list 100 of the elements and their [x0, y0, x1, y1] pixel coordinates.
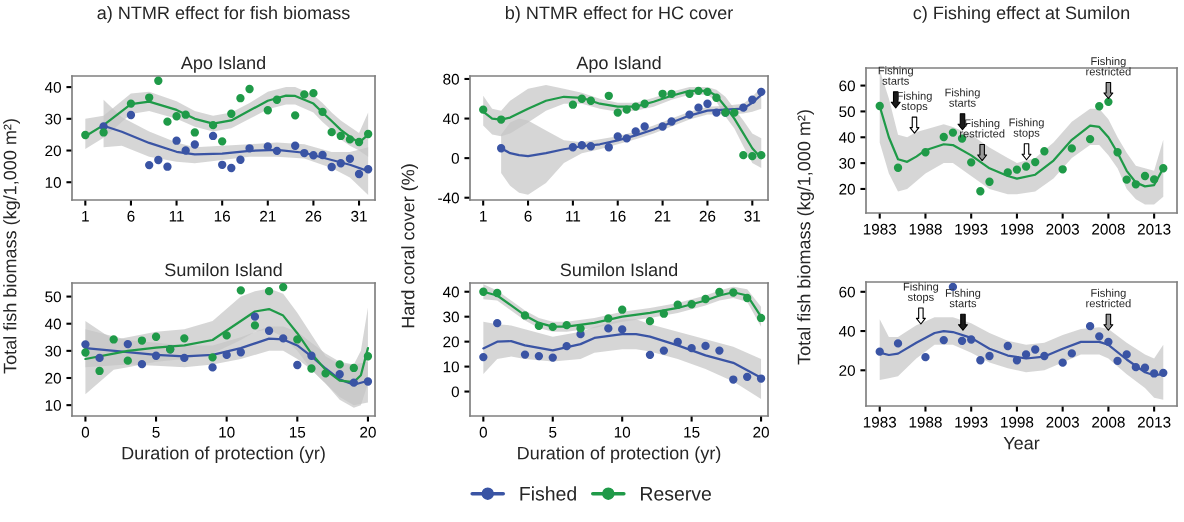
point — [293, 335, 302, 344]
point — [622, 134, 631, 143]
y-axis-title: Total fish biomass (kg/1,000 m²) — [797, 110, 814, 365]
point — [1085, 134, 1095, 144]
x-tick-label: 1998 — [1001, 223, 1034, 235]
point — [318, 107, 327, 116]
y-tick-label: 20 — [443, 336, 459, 348]
point — [658, 122, 667, 131]
point — [739, 103, 748, 112]
point — [137, 359, 147, 369]
point — [272, 95, 282, 104]
y-tick-label: 10 — [443, 361, 459, 373]
point — [939, 132, 948, 142]
chart-subtitle: Sumilon Island — [560, 262, 678, 277]
point — [493, 288, 502, 298]
point — [756, 313, 766, 323]
y-tick-label: 40 — [442, 286, 459, 298]
point — [1140, 171, 1150, 181]
point — [95, 366, 104, 376]
point — [712, 93, 721, 102]
point — [712, 108, 721, 117]
y-tick-label: 20 — [45, 372, 61, 384]
x-axis-title: Duration of protection (yr) — [122, 446, 325, 464]
x-tick-label: 10 — [614, 426, 631, 438]
point — [349, 363, 358, 373]
x-tick-label: 0 — [479, 426, 487, 438]
annotation: Fishing stops — [1009, 118, 1044, 139]
point — [534, 321, 544, 331]
point — [673, 300, 682, 309]
point — [1040, 351, 1049, 361]
point — [363, 377, 373, 386]
point — [1058, 165, 1067, 174]
legend-label: Fished — [520, 486, 576, 501]
point — [1149, 175, 1159, 184]
y-tick-label: 40 — [442, 113, 459, 125]
point — [756, 374, 766, 383]
x-tick-label: 2013 — [1137, 223, 1171, 235]
point — [743, 372, 752, 381]
point — [345, 154, 355, 163]
chart-subtitle: Apo Island — [180, 55, 265, 73]
point — [534, 351, 544, 361]
point — [703, 87, 712, 96]
point — [336, 159, 345, 168]
x-tick-label: 15 — [289, 426, 306, 438]
x-tick-label: 26 — [305, 210, 322, 222]
x-tick-label: 5 — [152, 426, 160, 438]
point — [345, 135, 355, 144]
y-tick-label: 40 — [838, 132, 855, 143]
y-tick-label: 30 — [45, 345, 61, 357]
x-tick-label: 31 — [351, 210, 367, 222]
x-tick-label: 1993 — [955, 416, 988, 428]
point — [1159, 164, 1168, 173]
point — [208, 131, 218, 141]
point — [893, 163, 903, 172]
x-tick-label: 6 — [524, 210, 532, 222]
point — [309, 88, 318, 98]
point — [604, 143, 613, 152]
point — [586, 96, 595, 105]
point — [272, 146, 282, 156]
point — [694, 103, 703, 112]
point — [976, 356, 985, 365]
point — [568, 100, 578, 109]
point — [154, 155, 163, 165]
point — [222, 331, 231, 340]
point — [180, 353, 189, 363]
x-tick-label: 21 — [654, 210, 671, 222]
x-tick-label: 11 — [566, 210, 581, 222]
point — [1122, 350, 1131, 359]
point — [180, 334, 189, 343]
y-tick-label: 30 — [839, 157, 855, 169]
x-tick-label: 1 — [480, 210, 487, 222]
point — [659, 346, 669, 355]
annotation: Fishing starts — [945, 288, 981, 308]
point — [604, 324, 613, 333]
point — [730, 108, 739, 117]
point — [300, 148, 309, 158]
point — [263, 142, 272, 151]
point — [145, 160, 154, 170]
point — [293, 360, 302, 370]
point — [291, 111, 300, 120]
x-tick-label: 1988 — [909, 223, 942, 235]
x-tick-label: 15 — [684, 426, 700, 438]
point — [939, 335, 948, 345]
point — [479, 105, 488, 114]
point — [715, 346, 724, 355]
point — [496, 144, 506, 153]
point — [613, 132, 622, 141]
point — [743, 293, 752, 303]
point — [562, 341, 571, 351]
point — [493, 319, 502, 328]
x-tick-label: 20 — [753, 426, 769, 438]
y-tick-label: 10 — [45, 177, 61, 188]
point — [976, 187, 985, 196]
point — [245, 144, 254, 153]
y-tick-label: 60 — [839, 80, 855, 92]
point — [757, 151, 766, 160]
point — [363, 129, 373, 139]
annotation: Fishing stops — [903, 282, 939, 304]
point — [921, 352, 930, 362]
y-tick-label: 30 — [45, 113, 61, 125]
